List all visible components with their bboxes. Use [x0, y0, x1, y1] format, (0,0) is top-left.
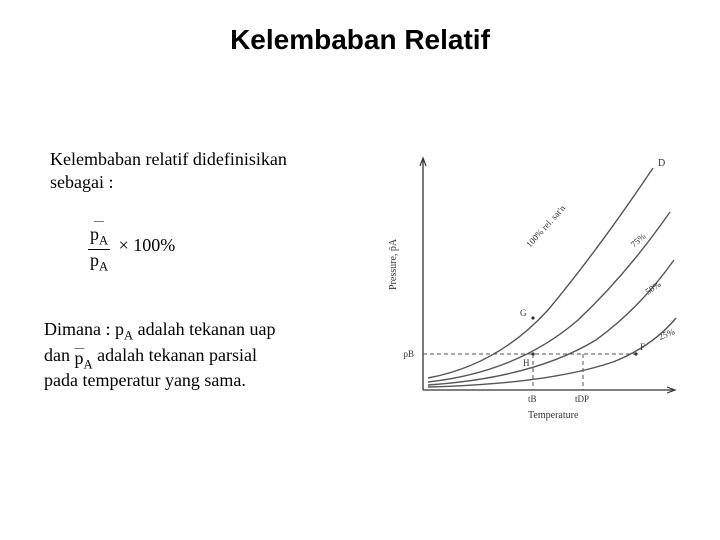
svg-text:50%: 50%: [643, 279, 663, 297]
definition-text: Kelembaban relatif didefinisikan sebagai…: [50, 148, 340, 193]
explain-sub: A: [124, 329, 133, 343]
svg-text:100% rel. sat'n: 100% rel. sat'n: [524, 203, 567, 250]
pa-bar-inline: —pA: [75, 345, 93, 370]
humidity-chart: Pressure, p̄A Temperature D 100% rel. sa…: [378, 140, 688, 430]
times-100: × 100%: [119, 235, 176, 255]
svg-text:25%: 25%: [657, 326, 677, 342]
svg-text:D: D: [658, 158, 665, 169]
explain-part2b: adalah tekanan parsial: [97, 345, 257, 365]
xlabel: Temperature: [528, 410, 579, 421]
svg-text:F: F: [640, 342, 645, 352]
chart-svg: Pressure, p̄A Temperature D 100% rel. sa…: [378, 140, 688, 430]
svg-text:H: H: [523, 358, 530, 368]
svg-text:G: G: [520, 308, 527, 318]
fraction: — pA pA: [88, 220, 110, 274]
explain-part1: Dimana : p: [44, 319, 124, 339]
page-title: Kelembaban Relatif: [0, 24, 720, 56]
explain-part2a: dan: [44, 345, 75, 365]
explanation: Dimana : pA adalah tekanan uap dan —pA a…: [44, 318, 344, 393]
explain-part1b: adalah tekanan uap: [133, 319, 275, 339]
formula: — pA pA × 100%: [88, 220, 175, 274]
denominator: pA: [88, 249, 110, 275]
explain-part3: pada temperatur yang sama.: [44, 370, 246, 390]
svg-text:tDP: tDP: [575, 394, 589, 404]
ylabel: Pressure, p̄A: [388, 238, 399, 290]
svg-text:pB: pB: [403, 349, 414, 359]
svg-text:tB: tB: [528, 394, 537, 404]
numerator: — pA: [88, 220, 110, 249]
